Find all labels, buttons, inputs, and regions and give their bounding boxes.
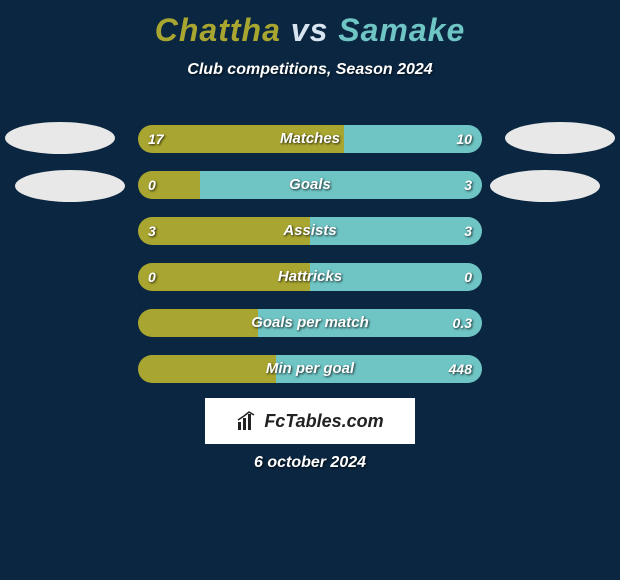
comparison-title: Chattha vs Samake — [0, 0, 620, 49]
brand-chart-icon — [236, 410, 258, 432]
brand-box[interactable]: FcTables.com — [205, 398, 415, 444]
stat-value-right: 0.3 — [453, 309, 472, 337]
stat-row: 17Matches10 — [138, 125, 482, 153]
stat-row: 0Hattricks0 — [138, 263, 482, 291]
stat-label: Assists — [138, 217, 482, 245]
stats-bars: 17Matches100Goals33Assists30Hattricks0Go… — [138, 125, 482, 401]
player2-avatar-placeholder — [505, 122, 615, 154]
stat-value-right: 10 — [456, 125, 472, 153]
brand-text: FcTables.com — [264, 411, 383, 432]
player2-name: Samake — [338, 12, 465, 48]
stat-value-right: 0 — [464, 263, 472, 291]
stat-value-right: 3 — [464, 171, 472, 199]
stat-row: Goals per match0.3 — [138, 309, 482, 337]
stat-value-right: 3 — [464, 217, 472, 245]
stat-row: 3Assists3 — [138, 217, 482, 245]
stat-label: Hattricks — [138, 263, 482, 291]
stat-label: Goals per match — [138, 309, 482, 337]
stat-value-right: 448 — [449, 355, 472, 383]
stat-row: Min per goal448 — [138, 355, 482, 383]
stat-label: Matches — [138, 125, 482, 153]
player1-avatar-placeholder — [5, 122, 115, 154]
date-text: 6 october 2024 — [0, 454, 620, 472]
player1-name: Chattha — [155, 12, 281, 48]
player2-team-placeholder — [490, 170, 600, 202]
subtitle: Club competitions, Season 2024 — [0, 61, 620, 79]
stat-row: 0Goals3 — [138, 171, 482, 199]
stat-label: Goals — [138, 171, 482, 199]
vs-text: vs — [291, 12, 329, 48]
stat-label: Min per goal — [138, 355, 482, 383]
player1-team-placeholder — [15, 170, 125, 202]
